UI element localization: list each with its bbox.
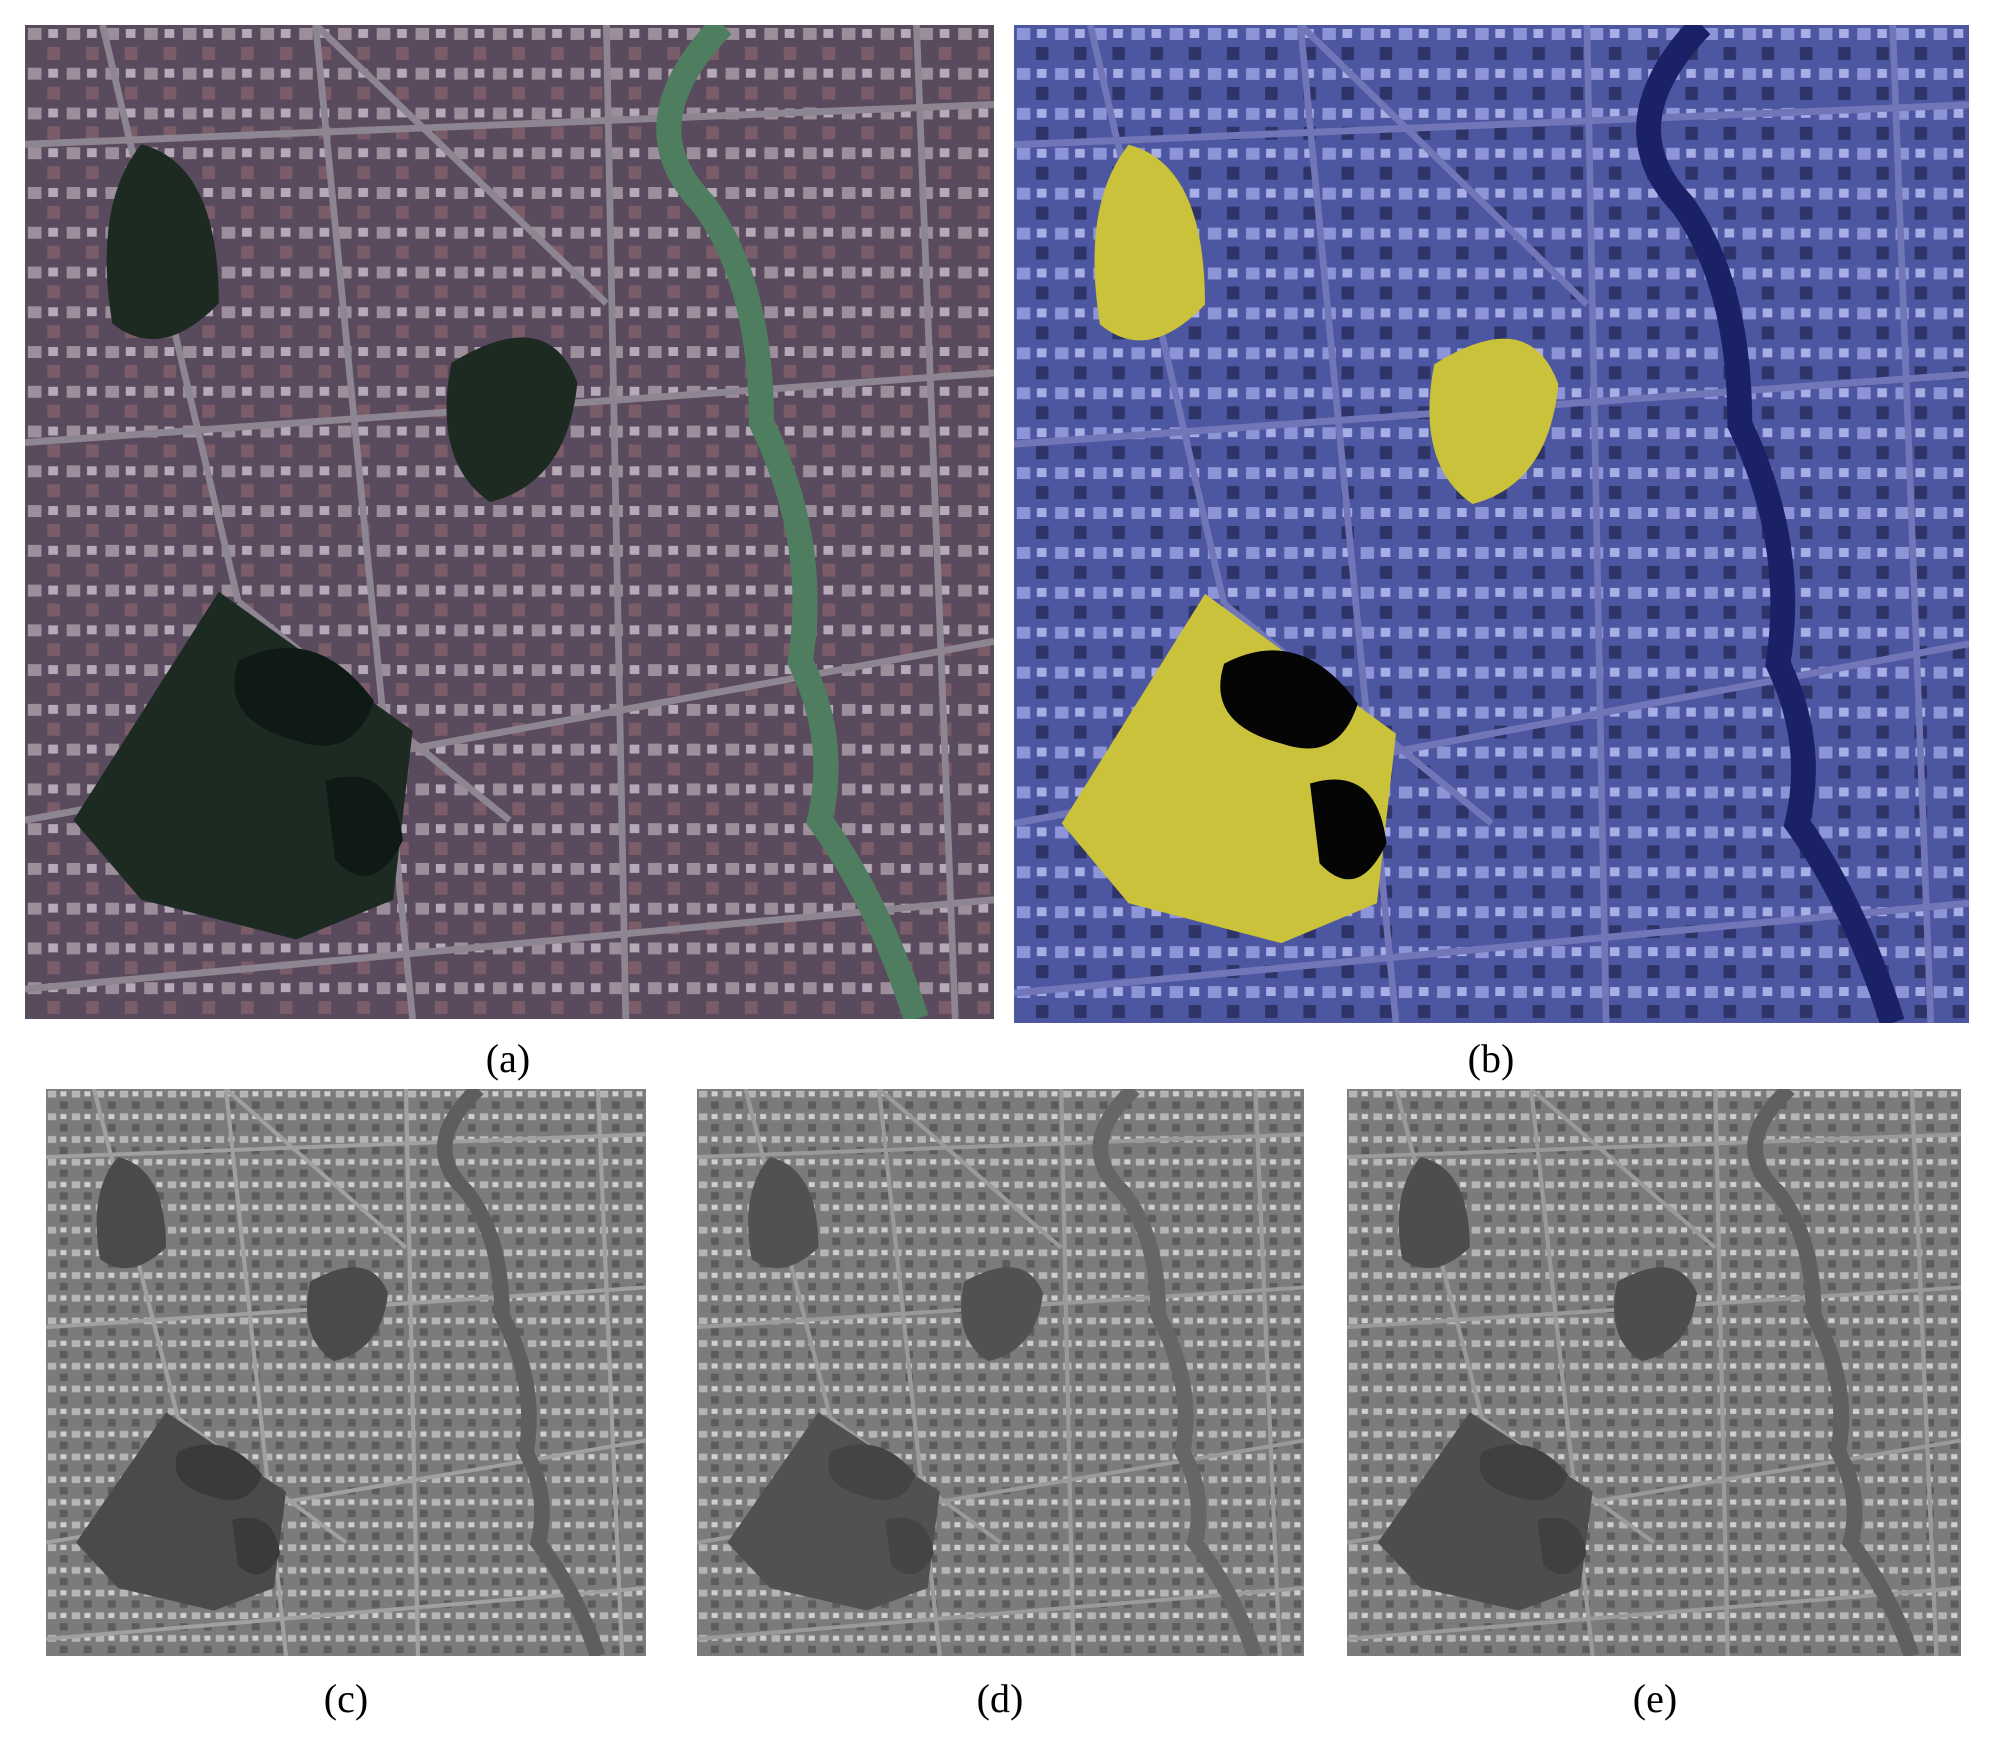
panel-label: (d) xyxy=(977,1676,1024,1721)
panel-label: (e) xyxy=(1633,1676,1677,1721)
panel-image-e xyxy=(1347,1089,1961,1656)
panel-label: (a) xyxy=(486,1036,530,1081)
panel-image-b xyxy=(1014,25,1969,1023)
panel-image-d xyxy=(697,1089,1304,1656)
panel-image-a xyxy=(25,25,994,1019)
panel-image-c xyxy=(46,1089,646,1656)
panel-label: (c) xyxy=(324,1676,368,1721)
panel-label: (b) xyxy=(1468,1036,1515,1081)
